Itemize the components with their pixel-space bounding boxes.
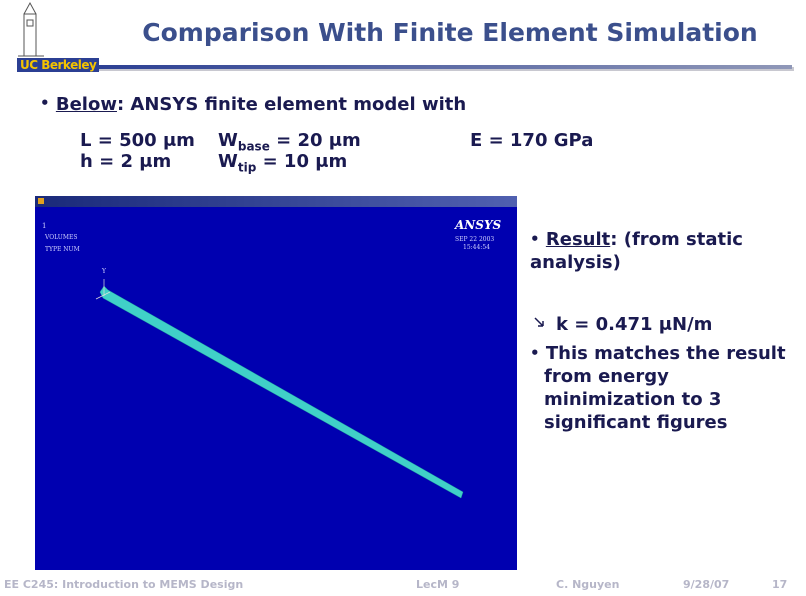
param-label: L (80, 130, 91, 151)
ss-axis: Y (102, 268, 106, 275)
ss-date: SEP 22 2003 (455, 236, 494, 243)
rule (92, 65, 792, 69)
screenshot (35, 196, 517, 570)
decor (0, 0, 806, 596)
ss-time: 15:44:54 (463, 244, 490, 251)
param-label: W (218, 151, 238, 172)
param-value: = 20 μm (270, 130, 361, 151)
ss-line2: TYPE NUM (45, 246, 80, 253)
intro-lead: Below (56, 94, 117, 115)
footer-date: 9/28/07 (683, 578, 729, 591)
slide: Comparison With Finite Element Simulatio… (0, 0, 806, 596)
param-label: W (218, 130, 238, 151)
param: h = 2 μm (80, 151, 171, 172)
param-value: = 170 GPa (482, 130, 593, 151)
tower-icon (18, 3, 44, 56)
param-value: = 2 μm (93, 151, 171, 172)
result-lead: Result (546, 229, 610, 250)
ss-index: 1 (42, 222, 46, 230)
param: L = 500 μm (80, 130, 195, 151)
ss-brand: ANSYS (455, 218, 501, 232)
param: Wtip = 10 μm (218, 151, 347, 175)
param-label: E (470, 130, 482, 151)
arrow-icon (535, 318, 543, 326)
logo: UC Berkeley (17, 58, 99, 72)
param-value: = 500 μm (91, 130, 194, 151)
param-label: h (80, 151, 93, 172)
result-value: k = 0.471 μN/m (556, 314, 712, 335)
title: Comparison With Finite Element Simulatio… (110, 18, 790, 47)
footer-course: EE C245: Introduction to MEMS Design (4, 578, 243, 591)
note-text: This matches the result from energy mini… (544, 343, 786, 433)
intro: • Below: ANSYS finite element model with (40, 94, 466, 115)
result: • Result: (from static analysis) (530, 228, 800, 274)
param-value: = 10 μm (256, 151, 347, 172)
intro-text: : ANSYS finite element model with (117, 94, 466, 115)
param: E = 170 GPa (470, 130, 593, 151)
footer-page: 17 (772, 578, 787, 591)
footer-lecture: LecM 9 (416, 578, 459, 591)
ss-line1: VOLUMES (45, 234, 78, 241)
footer-author: C. Nguyen (556, 578, 619, 591)
param-sub: tip (238, 161, 256, 175)
note: • This matches the result from energy mi… (530, 342, 804, 434)
